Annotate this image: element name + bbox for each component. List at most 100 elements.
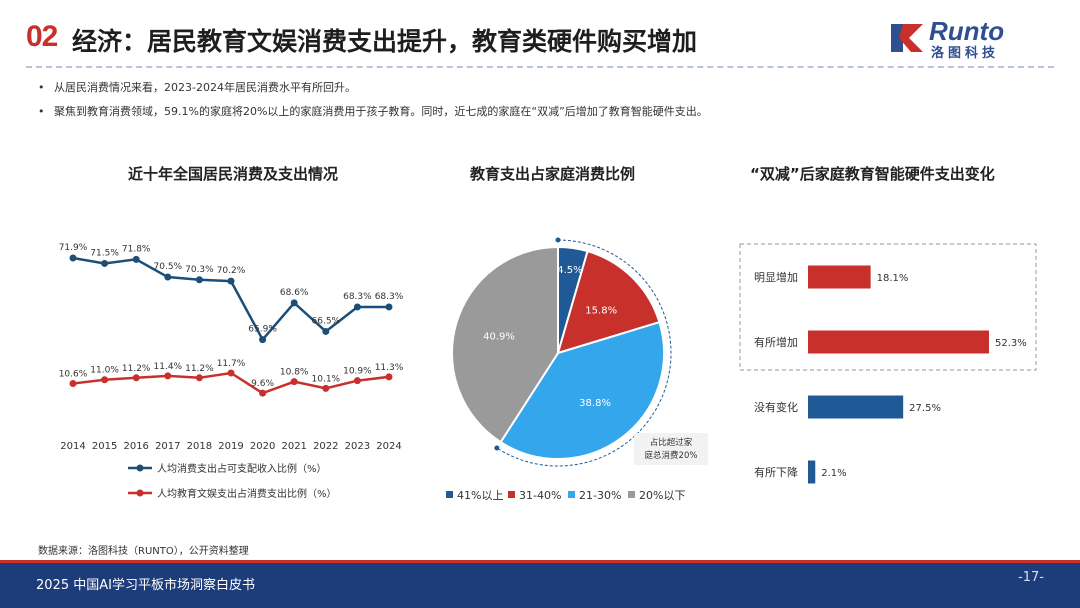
legend-swatch: [446, 491, 453, 498]
runto-logo-icon: [891, 24, 923, 52]
legend-swatch: [568, 491, 575, 498]
data-point: [259, 389, 267, 397]
x-tick-label: 2022: [313, 441, 338, 452]
data-point: [385, 373, 393, 381]
logo-text: Runto: [929, 16, 1005, 46]
header: 02 经济：居民教育文娱消费支出提升，教育类硬件购买增加 Runto 洛图科技: [0, 0, 1080, 70]
x-tick-label: 2014: [60, 441, 85, 452]
x-tick-label: 2024: [376, 441, 401, 452]
footer-title: 2025 中国AI学习平板市场洞察白皮书: [36, 578, 255, 593]
data-label: 71.9%: [59, 243, 88, 253]
data-label: 65.9%: [248, 325, 277, 335]
annotation-text: 占比超过家: [650, 437, 693, 448]
data-point: [101, 259, 109, 267]
data-point: [353, 377, 361, 385]
category-label: 没有变化: [754, 400, 798, 414]
line-chart-title: 近十年全国居民消费及支出情况: [128, 165, 339, 183]
data-point: [164, 372, 172, 380]
legend-label: 31-40%: [519, 489, 561, 502]
category-label: 有所下降: [754, 465, 798, 479]
data-point: [227, 277, 235, 285]
slice-label: 38.8%: [579, 398, 611, 409]
data-point: [290, 378, 298, 386]
source-note: 数据来源：洛图科技（RUNTO），公开资料整理: [38, 546, 249, 557]
legend-label: 人均教育文娱支出占消费支出比例（%）: [157, 487, 337, 500]
data-label: 11.2%: [185, 364, 214, 374]
bar-value-label: 27.5%: [909, 403, 941, 414]
data-label: 71.5%: [90, 248, 119, 258]
x-tick-label: 2016: [123, 441, 148, 452]
bullet-item: • 聚焦到教育消费领域，59.1%的家庭将20%以上的家庭消费用于孩子教育。同时，…: [38, 105, 708, 118]
bar-chart: 明显增加 18.1% 有所增加 52.3% 没有变化 27.5% 有所下降 2.1%: [739, 243, 1037, 484]
data-label: 9.6%: [251, 379, 274, 389]
x-tick-label: 2021: [281, 441, 306, 452]
legend-label: 人均消费支出占可支配收入比例（%）: [157, 462, 327, 475]
slice-label: 40.9%: [483, 332, 515, 343]
pie-slice: [499, 320, 665, 460]
data-label: 10.8%: [280, 368, 309, 378]
bar-value-label: 18.1%: [877, 273, 909, 284]
bar: [808, 265, 871, 289]
bullet-text: 聚焦到教育消费领域，59.1%的家庭将20%以上的家庭消费用于孩子教育。同时，近…: [54, 105, 708, 118]
data-point: [290, 299, 298, 307]
x-tick-label: 2018: [187, 441, 212, 452]
bar-chart-title: “双减”后家庭教育智能硬件支出变化: [750, 165, 995, 183]
line-chart: 71.9%71.5% 71.8%70.5% 70.3% 70.2% 65.9% 68.6%…: [59, 243, 404, 500]
logo-subtitle: 洛图科技: [931, 46, 1000, 61]
slice-label: 15.8%: [585, 305, 617, 316]
data-point: [132, 255, 140, 263]
arc-end-dot: [555, 237, 561, 243]
data-label: 11.0%: [90, 366, 119, 376]
data-point: [385, 303, 393, 311]
x-tick-label: 2017: [155, 441, 180, 452]
data-point: [164, 273, 172, 281]
pie-slice: [451, 245, 559, 444]
data-point: [259, 336, 267, 344]
bullet-item: • 从居民消费情况来看，2023-2024年居民消费水平有所回升。: [38, 81, 356, 94]
category-label: 明显增加: [754, 270, 798, 284]
data-label: 71.8%: [122, 244, 151, 254]
legend-swatch: [628, 491, 635, 498]
data-point: [322, 327, 330, 335]
x-tick-label: 2023: [345, 441, 370, 452]
data-label: 10.1%: [312, 374, 341, 384]
slice-label: 4.5%: [557, 265, 582, 276]
pie-slice: [556, 249, 661, 355]
legend-label: 21-30%: [579, 489, 621, 502]
data-label: 11.2%: [122, 364, 151, 374]
footer-accent-bar: [0, 560, 1080, 563]
legend-marker: [136, 464, 144, 472]
data-label: 10.6%: [59, 370, 88, 380]
x-tick-label: 2015: [92, 441, 117, 452]
annotation-text: 庭总消费20%: [645, 450, 698, 461]
x-tick-label: 2019: [218, 441, 243, 452]
data-point: [101, 376, 109, 384]
data-point: [69, 380, 77, 388]
data-label: 10.9%: [343, 367, 372, 377]
bar-value-label: 52.3%: [995, 338, 1027, 349]
runto-logo: Runto 洛图科技: [887, 16, 1047, 61]
annotation-box: [634, 433, 708, 465]
data-point: [132, 374, 140, 382]
data-point: [227, 369, 235, 377]
bar-value-label: 2.1%: [821, 468, 846, 479]
data-point: [353, 303, 361, 311]
data-label: 11.7%: [217, 359, 246, 369]
data-label: 68.6%: [280, 288, 309, 298]
x-tick-label: 2020: [250, 441, 275, 452]
data-label: 11.4%: [154, 362, 183, 372]
category-label: 有所增加: [754, 335, 798, 349]
legend-swatch: [508, 491, 515, 498]
legend-label: 20%以下: [639, 489, 685, 502]
data-label: 70.3%: [185, 265, 214, 275]
data-point: [195, 276, 203, 284]
bar: [808, 460, 816, 484]
bar: [808, 330, 989, 354]
arc-end-dot: [494, 445, 500, 451]
section-number: 02: [26, 20, 58, 53]
legend-label: 41%以上: [457, 489, 503, 502]
data-label: 66.5%: [312, 316, 341, 326]
data-label: 11.3%: [375, 363, 404, 373]
pie-chart-title: 教育支出占家庭消费比例: [470, 165, 636, 183]
